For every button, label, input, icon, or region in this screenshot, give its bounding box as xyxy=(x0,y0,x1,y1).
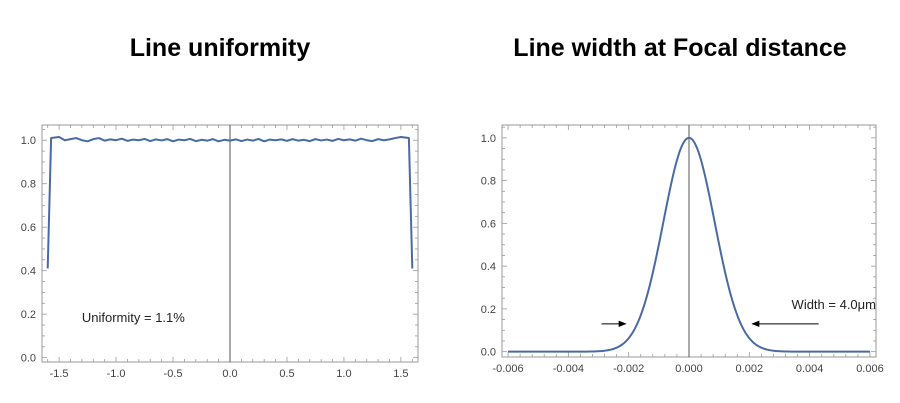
x-tick-label: 0.006 xyxy=(856,363,884,375)
series-line xyxy=(46,135,414,269)
x-tick-label: 0.000 xyxy=(675,363,703,375)
series-line xyxy=(508,136,870,353)
x-tick-label: 1.5 xyxy=(393,368,408,380)
x-tick-label: -1.0 xyxy=(107,368,126,380)
y-tick-label: 0.8 xyxy=(21,179,36,191)
annotation-text: Uniformity = 1.1% xyxy=(82,310,185,325)
y-tick-label: 0.2 xyxy=(481,304,496,316)
y-tick-label: 0.6 xyxy=(21,222,36,234)
y-tick-label: 1.0 xyxy=(21,135,36,147)
y-tick-label: 1.0 xyxy=(481,133,496,145)
y-tick-label: 0.4 xyxy=(21,266,36,278)
x-tick-label: 0.002 xyxy=(736,363,764,375)
chart-title-line-width: Line width at Focal distance xyxy=(513,34,847,62)
x-tick-label: -0.006 xyxy=(492,363,523,375)
x-tick-label: 0.004 xyxy=(796,363,824,375)
x-tick-label: -0.004 xyxy=(553,363,584,375)
x-tick-label: -1.5 xyxy=(50,368,69,380)
y-tick-label: 0.2 xyxy=(21,309,36,321)
x-tick-label: 0.5 xyxy=(279,368,294,380)
x-tick-label: -0.002 xyxy=(613,363,644,375)
y-tick-label: 0.8 xyxy=(481,176,496,188)
uniformity-plot: -1.5 -1.0 -0.5 0.0 0.5 1.0 1.5 0.0 0.2 0.4 0.6 0.8 1… xyxy=(21,124,419,380)
line-width-plot: -0.006 -0.004 -0.002 0.000 0.002 0.004 0.006 0.… xyxy=(481,124,884,375)
annotation-text: Width = 4.0μm xyxy=(792,297,876,312)
x-tick-label: 0.0 xyxy=(222,368,237,380)
y-tick-label: 0.6 xyxy=(481,218,496,230)
chart-title-uniformity: Line uniformity xyxy=(129,34,311,62)
x-tick-label: -0.5 xyxy=(164,368,183,380)
y-tick-label: 0.0 xyxy=(21,353,36,365)
x-tick-label: 1.0 xyxy=(336,368,351,380)
y-tick-label: 0.4 xyxy=(481,261,496,273)
y-tick-label: 0.0 xyxy=(481,347,496,359)
